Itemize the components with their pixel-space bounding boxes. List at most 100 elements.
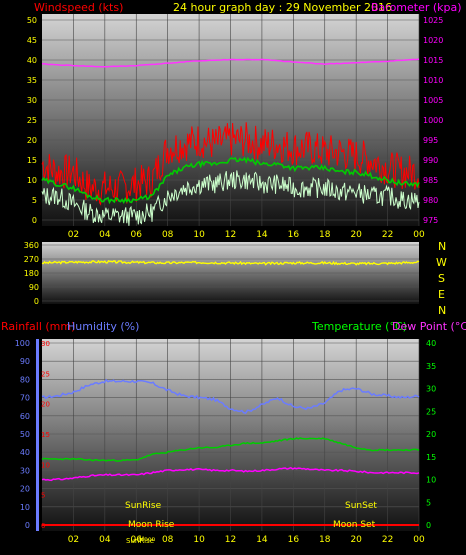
wind-x-tick-label: 12	[225, 230, 236, 240]
wind-x-tick-label: 20	[350, 230, 362, 240]
direction-y-tick-label: 360	[24, 241, 39, 250]
temp-y-tick-label: 20	[426, 430, 436, 439]
humidity-y-tick-label: 30	[20, 466, 30, 475]
dewpoint-line	[41, 466, 420, 482]
wind-direction-line	[41, 259, 420, 266]
compass-s: S	[438, 272, 445, 285]
baro-y-tick-label: 1000	[423, 116, 443, 125]
humidity-y-tick-label: 50	[20, 430, 30, 439]
baro-y-tick-label: 980	[423, 196, 438, 205]
wind-x-tick-label: 00	[413, 230, 425, 240]
sunset-label: SunSet	[345, 501, 377, 511]
climate-x-tick-label: 18	[319, 535, 331, 545]
humidity-y-tick-label: 10	[20, 503, 30, 512]
moonrise-small-label: Moon	[139, 536, 156, 543]
wind-average-line	[41, 156, 420, 205]
compass-n-bottom: N	[438, 304, 446, 317]
wind-y-tick-label: 40	[27, 56, 37, 65]
humidity-line	[41, 378, 420, 414]
rain-axis-bar	[36, 339, 39, 531]
temp-y-tick-label: 0	[426, 521, 431, 530]
humidity-label: Humidity (%)	[67, 320, 139, 333]
temp-y-tick-label: 5	[426, 498, 431, 507]
humidity-y-tick-label: 100	[15, 339, 30, 348]
rain-y-tick-label: 5	[41, 492, 45, 500]
moonrise-label: Moon Rise	[128, 520, 175, 530]
temp-y-tick-label: 10	[426, 476, 436, 485]
humidity-y-tick-label: 80	[20, 375, 30, 384]
temp-y-tick-label: 35	[426, 362, 436, 371]
wind-y-tick-label: 50	[27, 16, 37, 25]
wind-x-tick-label: 02	[68, 230, 79, 240]
wind-y-tick-label: 20	[27, 136, 37, 145]
wind-y-tick-label: 15	[27, 156, 37, 165]
compass-e: E	[438, 288, 445, 301]
compass-n-top: N	[438, 240, 446, 253]
climate-x-tick-label: 02	[68, 535, 79, 545]
temperature-label: Temperature (°C)	[311, 320, 407, 333]
wind-x-tick-label: 16	[288, 230, 300, 240]
temp-y-tick-label: 15	[426, 453, 436, 462]
climate-x-tick-label: 04	[99, 535, 111, 545]
baro-y-tick-label: 1020	[423, 36, 443, 45]
wind-x-tick-label: 06	[131, 230, 143, 240]
humidity-y-tick-label: 90	[20, 357, 30, 366]
sunrise-label: SunRise	[125, 501, 162, 511]
wind-y-tick-label: 25	[27, 116, 37, 125]
temp-y-tick-label: 30	[426, 385, 436, 394]
climate-x-tick-label: 22	[382, 535, 393, 545]
humidity-y-tick-label: 40	[20, 448, 30, 457]
rain-y-tick-label: 25	[41, 370, 50, 378]
humidity-y-tick-label: 20	[20, 485, 30, 494]
wind-y-tick-label: 45	[27, 36, 37, 45]
temp-y-tick-label: 25	[426, 407, 436, 416]
baro-y-tick-label: 1005	[423, 96, 443, 105]
wind-x-tick-label: 08	[162, 230, 174, 240]
climate-x-tick-label: 00	[413, 535, 425, 545]
temperature-line	[41, 437, 420, 462]
wind-x-tick-label: 18	[319, 230, 331, 240]
wind-y-tick-label: 35	[27, 76, 37, 85]
left-axis-title: Windspeed (kts)	[34, 1, 123, 14]
rain-y-tick-label: 10	[41, 461, 50, 469]
direction-y-tick-label: 0	[34, 297, 39, 306]
climate-x-tick-label: 10	[193, 535, 205, 545]
windspeed-line	[41, 122, 420, 206]
baro-y-tick-label: 1015	[423, 56, 443, 65]
climate-x-tick-label: 20	[350, 535, 362, 545]
baro-y-tick-label: 1025	[423, 16, 443, 25]
climate-x-tick-label: 16	[288, 535, 300, 545]
baro-y-tick-label: 990	[423, 156, 438, 165]
rain-y-tick-label: 15	[41, 431, 50, 439]
rain-y-tick-label: 20	[41, 401, 50, 409]
moonset-label: Moon Set	[333, 520, 376, 530]
baro-y-tick-label: 995	[423, 136, 438, 145]
wind-x-tick-label: 10	[193, 230, 205, 240]
wind-y-tick-label: 10	[27, 176, 37, 185]
chart-title: 24 hour graph day : 29 November 2016	[173, 1, 392, 14]
humidity-y-tick-label: 0	[25, 521, 30, 530]
right-axis-title: Barometer (kpa)	[371, 1, 462, 14]
climate-x-tick-label: 14	[256, 535, 268, 545]
humidity-y-tick-label: 70	[20, 394, 30, 403]
wind-y-tick-label: 0	[32, 216, 37, 225]
wind-x-tick-label: 04	[99, 230, 111, 240]
sunrise-short-label: SunRise	[126, 537, 154, 545]
climate-x-tick-label: 08	[162, 535, 174, 545]
baro-y-tick-label: 985	[423, 176, 438, 185]
direction-y-tick-label: 270	[24, 255, 39, 264]
wind-minimum-line	[41, 170, 420, 226]
baro-y-tick-label: 975	[423, 216, 438, 225]
wind-y-tick-label: 5	[32, 196, 37, 205]
baro-y-tick-label: 1010	[423, 76, 443, 85]
dewpoint-label: Dew Point (°C)	[392, 320, 466, 333]
humidity-y-tick-label: 60	[20, 412, 30, 421]
wind-x-tick-label: 22	[382, 230, 393, 240]
temp-y-tick-label: 40	[426, 339, 436, 348]
climate-x-tick-label: 06	[131, 535, 143, 545]
rain-y-tick-label: 30	[41, 340, 50, 348]
barometer-line	[41, 58, 420, 68]
wind-y-tick-label: 30	[27, 96, 37, 105]
compass-w: W	[436, 256, 447, 269]
